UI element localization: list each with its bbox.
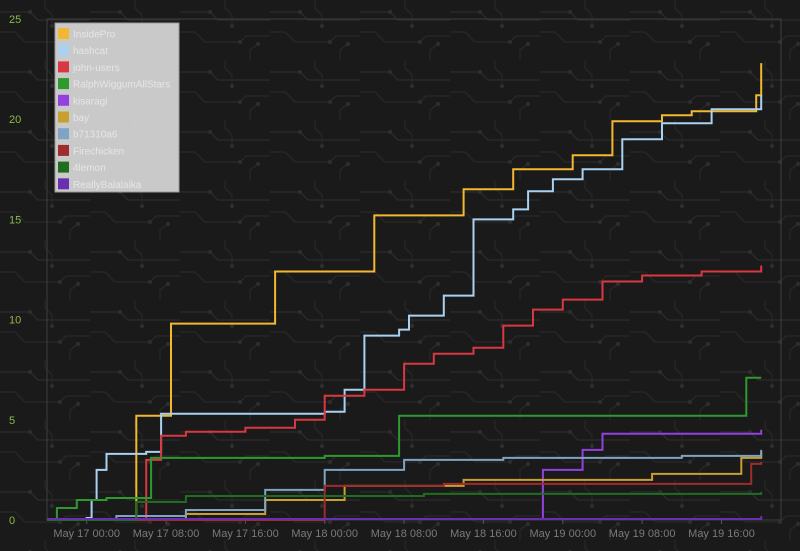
legend-swatch <box>58 128 69 140</box>
legend-label: 4lemon <box>73 163 106 174</box>
series-line-john-users <box>47 265 763 521</box>
series-line-insidepro <box>47 63 763 521</box>
legend-label: Firechicken <box>73 146 124 157</box>
legend-swatch <box>58 61 69 73</box>
x-tick-label: May 18 16:00 <box>450 528 517 540</box>
series-line-kisaragi <box>47 429 763 520</box>
legend-swatch <box>58 94 69 106</box>
legend-box <box>54 22 180 193</box>
y-tick-label: 15 <box>9 214 21 226</box>
x-tick-label: May 18 08:00 <box>371 528 438 540</box>
legend-label: RalphWiggumAllStars <box>73 80 170 91</box>
x-tick-label: May 19 08:00 <box>609 528 676 540</box>
legend-swatch <box>58 161 69 173</box>
legend-swatch <box>58 178 69 190</box>
series-line-ralphwiggumallstars <box>47 376 762 521</box>
legend-swatch <box>58 111 69 123</box>
x-tick-label: May 19 16:00 <box>688 528 755 540</box>
legend-label: ReallyBalalaika <box>73 180 142 191</box>
series-line-firechicken <box>47 461 763 521</box>
legend-label: b71310a6 <box>73 130 118 141</box>
y-axis: 0 5 10 15 20 25 <box>9 14 21 527</box>
legend-swatch <box>58 28 69 39</box>
x-tick-label: May 17 08:00 <box>133 528 200 540</box>
y-tick-label: 20 <box>9 114 21 126</box>
x-tick-label: May 19 00:00 <box>529 528 596 540</box>
x-tick-label: May 17 16:00 <box>212 528 279 540</box>
legend-label: InsidePro <box>73 30 116 41</box>
x-tick-label: May 17 00:00 <box>53 528 120 540</box>
series-line-4lemon <box>47 491 763 521</box>
legend-label: john-users <box>72 63 120 74</box>
series-layer <box>47 63 763 521</box>
legend: InsidePro hashcat john-users RalphWiggumAll… <box>54 22 180 193</box>
legend-swatch <box>58 78 69 90</box>
legend-label: hashcat <box>73 46 108 57</box>
series-line-reallybalalaika <box>47 516 763 520</box>
y-tick-label: 25 <box>9 14 21 26</box>
y-tick-label: 5 <box>9 415 15 427</box>
series-line-hashcat <box>47 95 763 521</box>
y-tick-label: 0 <box>9 515 15 527</box>
series-line-b71310a6 <box>47 449 763 521</box>
y-tick-label: 10 <box>9 315 21 327</box>
legend-label: kisaragi <box>73 96 107 107</box>
legend-swatch <box>58 44 69 56</box>
legend-label: bay <box>73 113 89 124</box>
x-tick-label: May 18 00:00 <box>291 528 358 540</box>
legend-swatch <box>58 144 69 156</box>
